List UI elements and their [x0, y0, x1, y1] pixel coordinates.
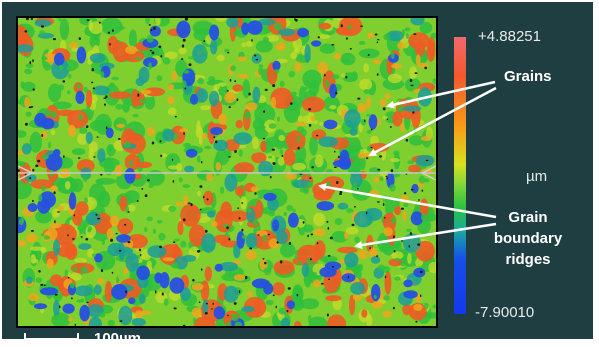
colorbar-unit-label: µm: [526, 168, 548, 185]
figure-frame: +4.88251 µm -7.90010 Grains Grain bounda…: [2, 2, 593, 339]
scale-bar-right-cap: [77, 333, 79, 339]
color-scale-bar: [454, 37, 466, 314]
annotation-line-1: Grain: [508, 209, 548, 226]
grains-annotation: Grains: [504, 68, 552, 85]
colorbar-min-label: -7.90010: [475, 304, 535, 321]
annotation-line-3: ridges: [505, 251, 551, 268]
surface-height-map: [16, 16, 438, 328]
profile-start-marker: [18, 165, 34, 181]
grain-boundary-ridges-annotation: Grain boundary ridges: [492, 207, 564, 270]
colorbar-max-label: +4.88251: [478, 28, 541, 45]
height-map-texture: [18, 18, 436, 326]
height-map-image: [18, 18, 436, 326]
profile-end-marker: [420, 165, 436, 181]
annotation-line-2: boundary: [493, 230, 563, 247]
scale-bar-left-cap: [24, 333, 26, 339]
scale-bar-line: [24, 338, 78, 339]
scale-bar-label: 100µm: [94, 330, 142, 339]
